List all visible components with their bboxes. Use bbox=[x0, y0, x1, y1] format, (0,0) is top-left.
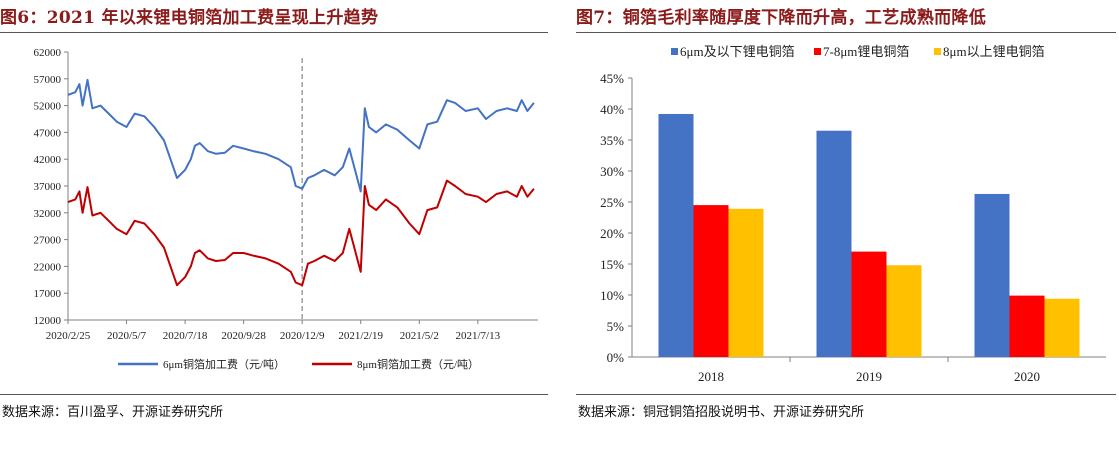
bar-2020-8um-plus bbox=[1044, 298, 1080, 357]
bar-2019-6um bbox=[816, 130, 852, 357]
left-source-rule bbox=[0, 394, 548, 395]
y-tick-label: 62000 bbox=[34, 47, 62, 59]
x-tick-label: 2021/5/2 bbox=[400, 330, 439, 342]
legend-label: 8μm铜箔加工费（元/吨） bbox=[357, 357, 479, 371]
y-tick-label: 5% bbox=[607, 319, 625, 334]
y-tick-label: 25% bbox=[600, 195, 624, 210]
y-tick-label: 27000 bbox=[34, 235, 62, 247]
y-tick-label: 37000 bbox=[34, 181, 62, 193]
x-tick-label: 2020 bbox=[1014, 369, 1040, 384]
series-line-8um bbox=[67, 179, 535, 287]
y-tick-label: 17000 bbox=[34, 288, 62, 300]
x-tick-label: 2018 bbox=[698, 369, 724, 384]
x-tick-label: 2021/2/19 bbox=[338, 330, 383, 342]
legend-label: 8μm以上锂电铜箔 bbox=[943, 44, 1045, 59]
y-tick-label: 47000 bbox=[34, 127, 62, 139]
legend-swatch bbox=[934, 48, 941, 55]
bar-chart: 0% 5% 10% 15% 20% 25% 30% 35% 40% 45% 2018 2019 2020… bbox=[600, 44, 1106, 384]
y-tick-label: 52000 bbox=[34, 101, 62, 113]
bar-2020-7-8um bbox=[1009, 295, 1045, 357]
bar-2019-7-8um bbox=[851, 251, 887, 357]
y-tick-label: 20% bbox=[600, 226, 624, 241]
left-figure-title: 图6：2021 年以来锂电铜箔加工费呈现上升趋势 bbox=[0, 8, 379, 28]
y-tick-label: 45% bbox=[600, 71, 624, 86]
y-tick-label: 22000 bbox=[34, 261, 62, 273]
x-tick-label: 2021/7/13 bbox=[456, 330, 501, 342]
bar-2019-8um-plus bbox=[886, 265, 922, 357]
right-figure-panel: 图7：铜箔毛利率随厚度下降而升高，工艺成熟而降低 0% 5% 10% 15% 20% 25… bbox=[576, 0, 1119, 468]
y-tick-label: 40% bbox=[600, 102, 624, 117]
legend-swatch bbox=[671, 48, 678, 55]
left-title-rule bbox=[0, 32, 548, 33]
y-tick-label: 15% bbox=[600, 257, 624, 272]
x-tick-label: 2020/12/9 bbox=[280, 330, 325, 342]
legend-label: 7-8μm锂电铜箔 bbox=[823, 44, 909, 59]
x-tick-label: 2020/5/7 bbox=[107, 330, 147, 342]
right-figure-title: 图7：铜箔毛利率随厚度下降而升高，工艺成熟而降低 bbox=[576, 8, 987, 28]
bar-2020-6um bbox=[974, 193, 1010, 357]
legend-label: 6μm及以下锂电铜箔 bbox=[680, 44, 795, 59]
x-tick-label: 2020/2/25 bbox=[46, 330, 91, 342]
right-title-rule bbox=[576, 32, 1116, 33]
right-source-note: 数据来源：铜冠铜箔招股说明书、开源证券研究所 bbox=[578, 405, 865, 420]
y-tick-label: 42000 bbox=[34, 154, 62, 166]
right-source-rule bbox=[576, 394, 1116, 395]
y-tick-label: 10% bbox=[600, 288, 624, 303]
legend-swatch bbox=[814, 48, 821, 55]
y-tick-label: 57000 bbox=[34, 74, 62, 86]
y-tick-label: 32000 bbox=[34, 208, 62, 220]
bar-2018-8um-plus bbox=[728, 208, 764, 357]
line-chart: 12000 17000 22000 27000 32000 37000 42000 47000… bbox=[34, 47, 538, 371]
x-tick-label: 2020/9/28 bbox=[221, 330, 266, 342]
legend-label: 6μm铜箔加工费（元/吨） bbox=[163, 357, 285, 371]
x-tick-label: 2019 bbox=[856, 369, 882, 384]
left-source-note: 数据来源：百川盈孚、开源证券研究所 bbox=[2, 405, 224, 420]
x-tick-label: 2020/7/18 bbox=[163, 330, 208, 342]
y-tick-label: 12000 bbox=[34, 315, 62, 327]
y-tick-label: 0% bbox=[607, 350, 625, 365]
y-tick-label: 30% bbox=[600, 164, 624, 179]
bar-2018-7-8um bbox=[693, 205, 729, 357]
bar-2018-6um bbox=[658, 113, 694, 358]
y-tick-label: 35% bbox=[600, 133, 624, 148]
series-line-6um bbox=[67, 78, 535, 193]
left-figure-panel: 图6：2021 年以来锂电铜箔加工费呈现上升趋势 12000 17000 22000… bbox=[0, 0, 548, 468]
